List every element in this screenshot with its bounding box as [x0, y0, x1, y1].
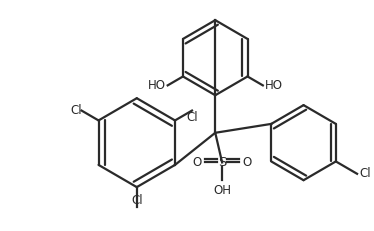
Text: Cl: Cl: [131, 194, 142, 207]
Text: Cl: Cl: [359, 167, 371, 180]
Text: Cl: Cl: [70, 104, 82, 117]
Text: Cl: Cl: [186, 111, 198, 124]
Text: O: O: [192, 156, 202, 169]
Text: O: O: [243, 156, 252, 169]
Text: OH: OH: [213, 184, 231, 197]
Text: HO: HO: [148, 79, 166, 92]
Text: HO: HO: [265, 79, 283, 92]
Text: S: S: [218, 156, 226, 169]
